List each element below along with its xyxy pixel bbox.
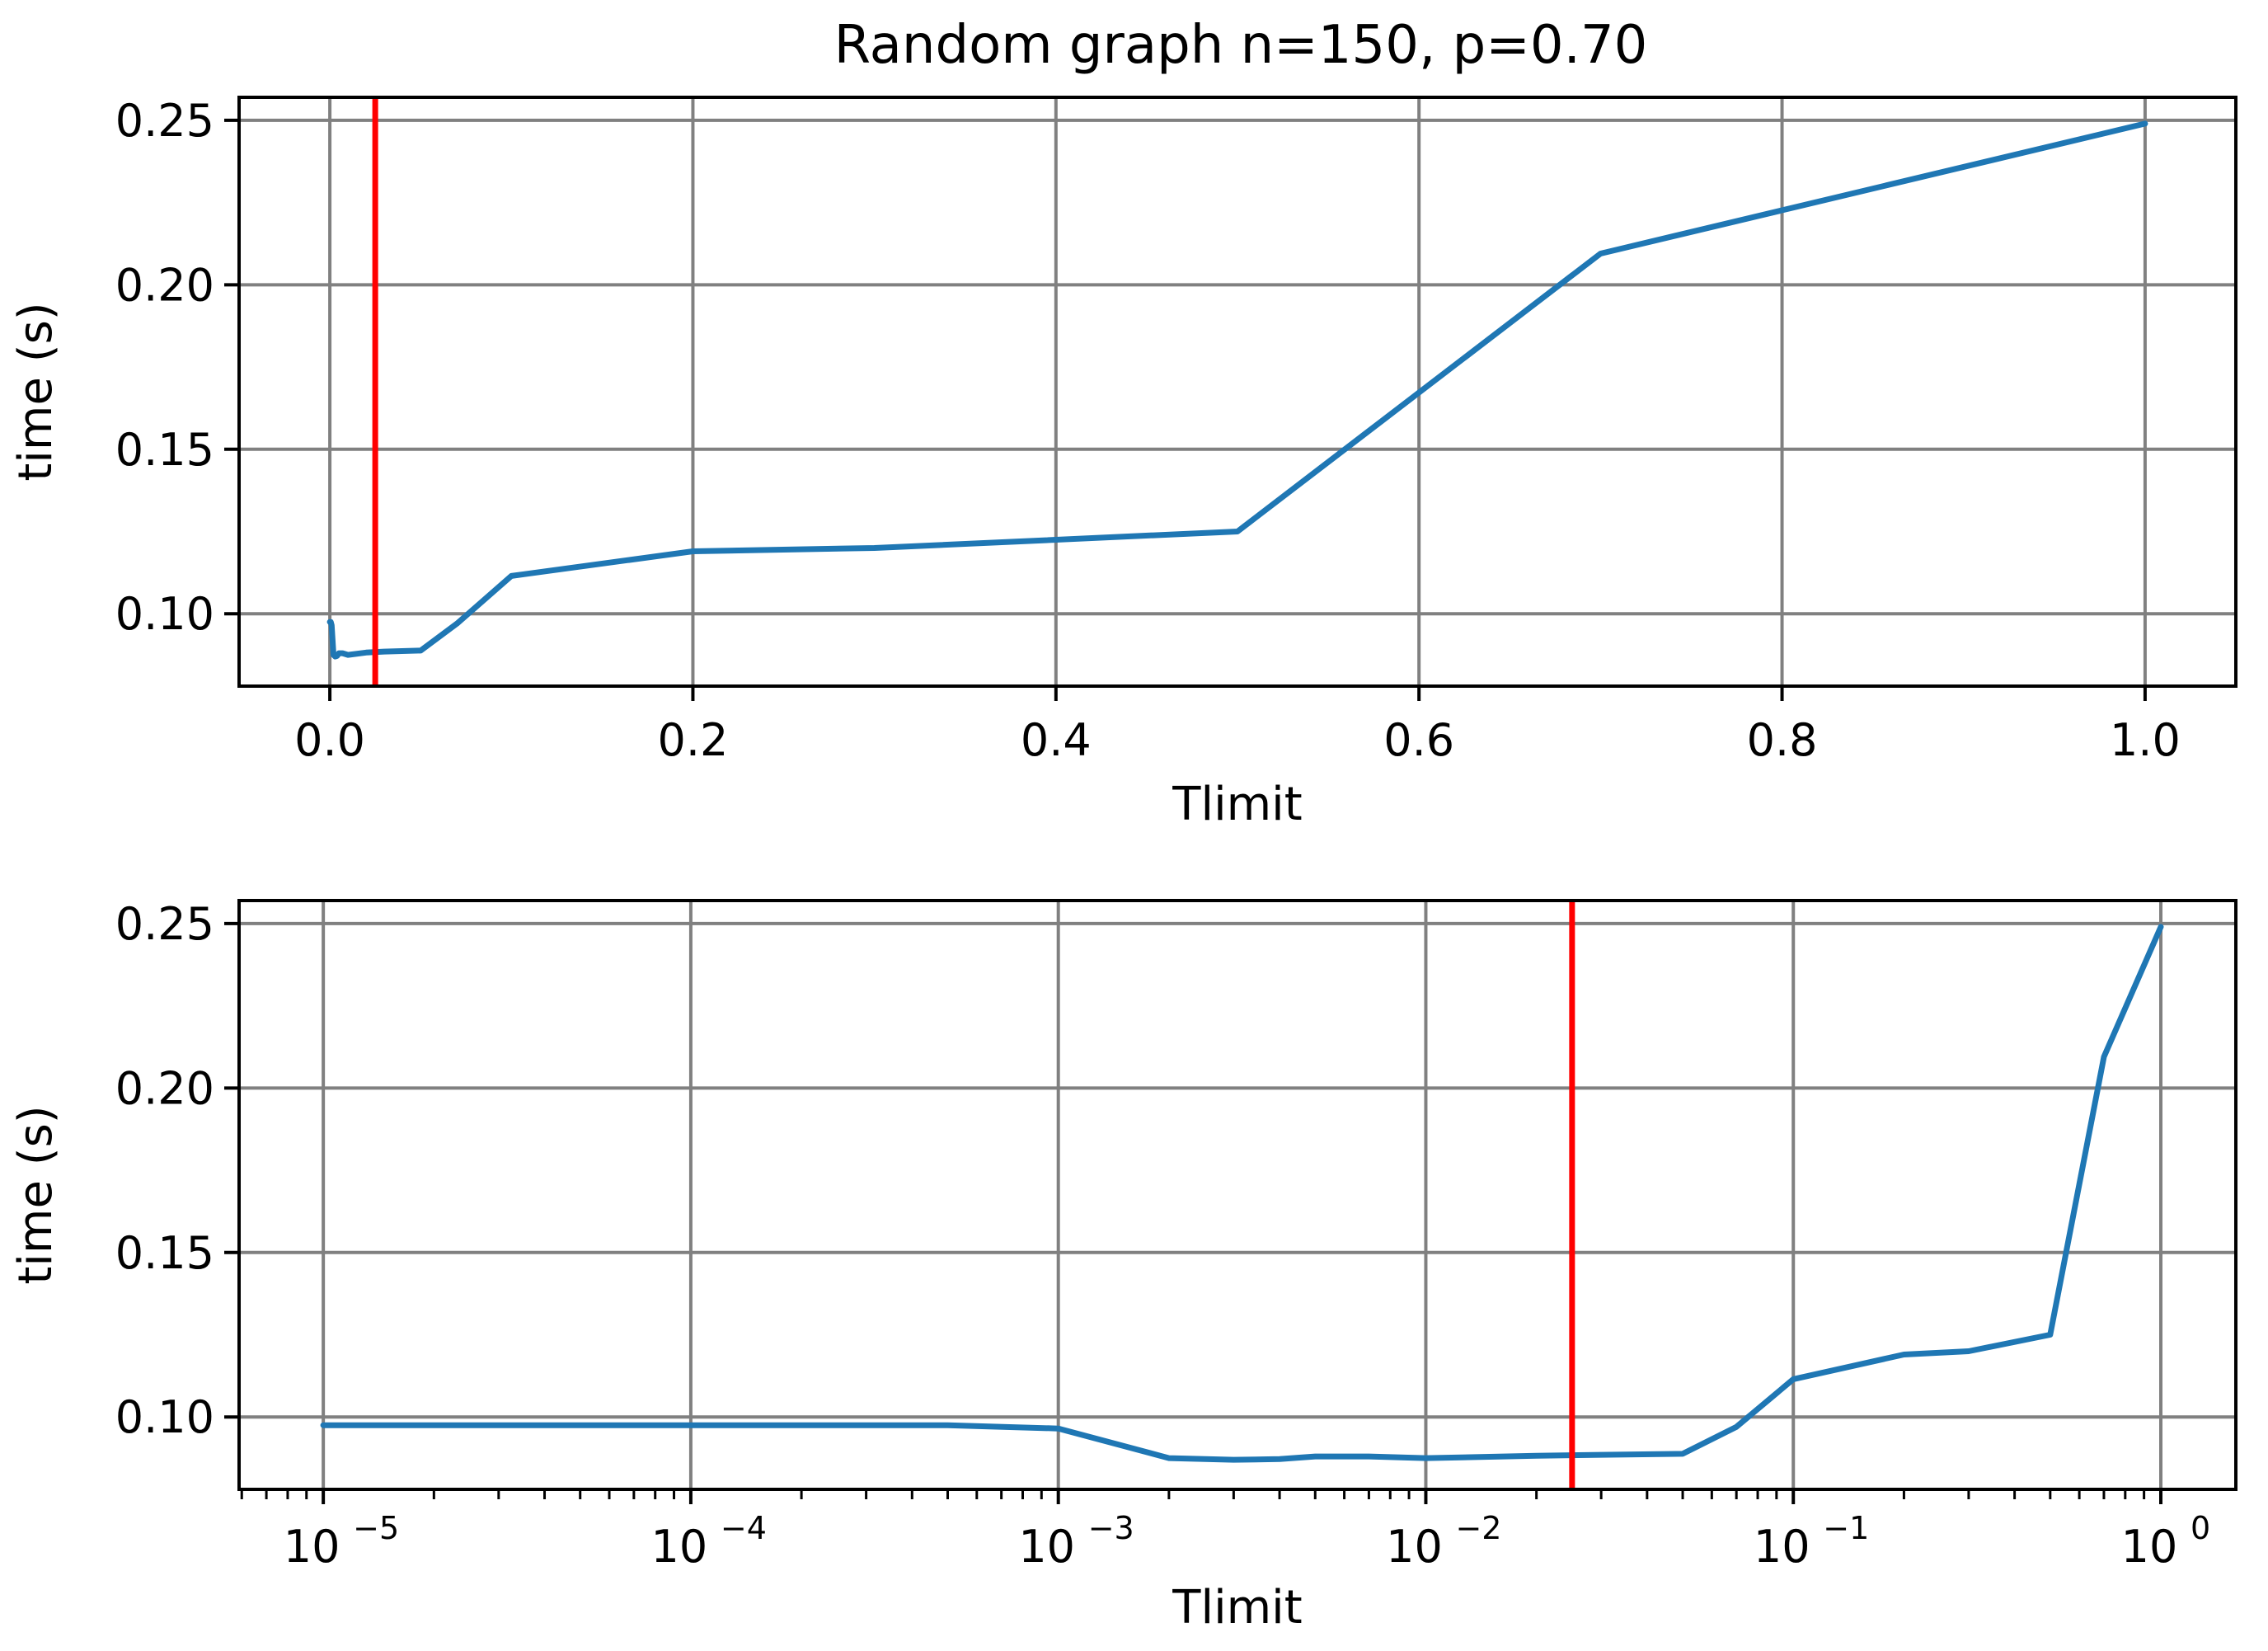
x-tick-exponent-0: −5: [353, 1510, 399, 1546]
y-tick-label-3: 0.25: [115, 898, 214, 950]
x-tick-label-5: 1.0: [2110, 714, 2181, 766]
x-tick-label-5: 10: [2121, 1521, 2178, 1573]
x-tick-label-4: 0.8: [1747, 714, 1818, 766]
x-tick-exponent-3: −2: [1455, 1510, 1501, 1546]
x-tick-exponent-4: −1: [1823, 1510, 1869, 1546]
x-tick-exponent-2: −3: [1088, 1510, 1134, 1546]
y-tick-label-0: 0.10: [115, 588, 214, 640]
y-axis-label: time (s): [9, 1105, 63, 1284]
x-tick-label-3: 10: [1386, 1521, 1443, 1573]
x-tick-label-0: 10: [284, 1521, 340, 1573]
top-panel-linear: 0.0 0.2 0.4 0.6 0.8 1.0 0.10 0.15 0.20 0.25 Tlimit…: [9, 95, 2237, 831]
x-tick-label-2: 0.4: [1021, 714, 1092, 766]
x-tick-label-0: 0.0: [294, 714, 365, 766]
x-tick-exponent-1: −4: [721, 1510, 767, 1546]
axes-frame: [237, 96, 2237, 688]
data-line-series-0: [326, 120, 2148, 660]
y-tick-label-1: 0.15: [115, 1227, 214, 1279]
y-tick-label-2: 0.20: [115, 259, 214, 311]
x-tick-label-2: 10: [1018, 1521, 1075, 1573]
data-line-series-0: [320, 924, 2164, 1463]
x-tick-label-1: 10: [651, 1521, 708, 1573]
y-axis-label: time (s): [9, 302, 63, 481]
x-tick-label-4: 10: [1754, 1521, 1810, 1573]
y-tick-label-1: 0.15: [115, 424, 214, 476]
x-axis-label: Tlimit: [1172, 1581, 1302, 1635]
chart-title: Random graph n=150, p=0.70: [834, 15, 1648, 76]
x-tick-label-3: 0.6: [1383, 714, 1454, 766]
x-tick-exponent-5: 0: [2191, 1510, 2210, 1546]
axes-frame: [237, 899, 2237, 1491]
y-tick-label-3: 0.25: [115, 95, 214, 147]
bottom-panel-log: 10 −5 10 −4 10 −3 10 −2 10 −1 10 0 0.10 0.15 0.20 0.25 T…: [9, 898, 2237, 1635]
x-tick-label-1: 0.2: [658, 714, 729, 766]
y-tick-label-0: 0.10: [115, 1391, 214, 1443]
x-axis-label: Tlimit: [1172, 778, 1302, 831]
y-tick-label-2: 0.20: [115, 1062, 214, 1114]
